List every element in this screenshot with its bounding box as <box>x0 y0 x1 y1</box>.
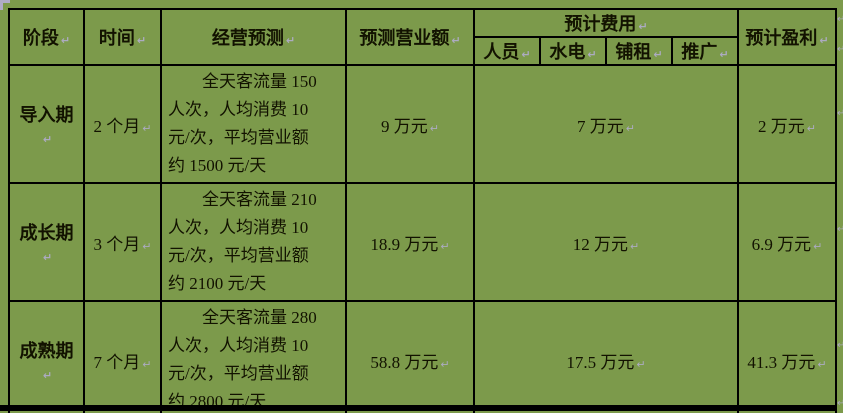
paragraph-mark: ↵ <box>653 48 663 61</box>
header-cost-promotion[interactable]: 推广 ↵ <box>670 36 740 66</box>
cell-time[interactable]: 2 个月 ↵ <box>83 64 162 184</box>
header-cost-promotion-label: 推广 <box>681 42 718 62</box>
cell-cost[interactable]: 12 万元 ↵ <box>472 182 740 302</box>
revenue-value: 18.9 万元 <box>370 234 439 254</box>
paragraph-mark: ↵ <box>630 239 640 253</box>
paragraph-mark: ↵ <box>42 368 53 382</box>
paragraph-mark: ↵ <box>440 239 450 253</box>
profit-value: 6.9 万元 <box>751 234 812 254</box>
paragraph-mark: ↵ <box>817 357 827 371</box>
header-profit[interactable]: 预计盈利 ↵ <box>737 8 838 66</box>
header-revenue-label: 预测营业额 <box>359 28 450 48</box>
paragraph-mark: ↵ <box>636 357 646 371</box>
forecast-text: 全天客流量 280 人次，人均消费 10 元/次，平均营业额 约 2800 元/… <box>168 308 317 411</box>
revenue-value: 58.8 万元 <box>370 352 439 372</box>
header-cost-group-label: 预计费用 <box>564 14 637 34</box>
paragraph-mark: ↵ <box>429 121 439 135</box>
row-end-mark: ↵ <box>837 44 843 55</box>
forecast-text: 全天客流量 150 人次，人均消费 10 元/次，平均营业额 约 1500 元/… <box>168 72 317 175</box>
paragraph-mark: ↵ <box>142 239 152 253</box>
row-end-mark: ↵ <box>837 224 843 235</box>
header-cost-utilities[interactable]: 水电 ↵ <box>539 36 607 66</box>
table-row-introduction: 导入期↵ 2 个月 ↵ 全天客流量 150 人次，人均消费 10 元/次，平均营业… <box>8 64 838 184</box>
paragraph-mark: ↵ <box>136 34 147 47</box>
paragraph-mark: ↵ <box>60 34 71 47</box>
header-cost-personnel[interactable]: 人员 ↵ <box>473 36 541 66</box>
cost-value: 12 万元 <box>572 234 629 254</box>
cell-profit[interactable]: 41.3 万元 ↵ <box>737 300 838 413</box>
cell-revenue[interactable]: 9 万元 ↵ <box>345 64 475 184</box>
cell-time[interactable]: 3 个月 ↵ <box>83 182 162 302</box>
profit-value: 2 万元 <box>758 116 805 136</box>
cost-value: 17.5 万元 <box>566 352 635 372</box>
header-cost-personnel-label: 人员 <box>483 42 520 62</box>
row-end-mark: ↵ <box>837 340 843 351</box>
cell-cost[interactable]: 7 万元 ↵ <box>472 64 740 184</box>
table-row-maturity: 成熟期↵ 7 个月 ↵ 全天客流量 280 人次，人均消费 10 元/次，平均营业… <box>8 300 838 413</box>
header-row-1: 阶段 ↵ 时间 ↵ 经营预测 ↵ 预测营业额 ↵ 预计费用 ↵ 预计盈利 ↵ <box>8 8 838 66</box>
cell-cost[interactable]: 17.5 万元 ↵ <box>472 300 740 413</box>
paragraph-mark: ↵ <box>638 20 648 33</box>
paragraph-mark: ↵ <box>813 239 823 253</box>
header-cost-group[interactable]: 预计费用 ↵ <box>472 8 740 38</box>
cell-revenue[interactable]: 18.9 万元 ↵ <box>345 182 475 302</box>
cell-stage[interactable]: 成熟期 ↵ <box>8 300 85 413</box>
paragraph-mark: ↵ <box>806 121 817 135</box>
cell-time[interactable]: 7 个月 ↵ <box>83 300 162 413</box>
paragraph-mark: ↵ <box>719 48 729 61</box>
paragraph-mark: ↵ <box>521 48 531 61</box>
header-time[interactable]: 时间 ↵ <box>83 8 162 66</box>
row-end-mark: ↵ <box>837 14 843 25</box>
paragraph-mark: ↵ <box>819 34 829 47</box>
header-stage-label: 阶段 <box>22 28 59 48</box>
profit-value: 41.3 万元 <box>747 352 816 372</box>
paragraph-mark: ↵ <box>587 48 597 61</box>
paragraph-mark: ↵ <box>285 34 296 47</box>
forecast-text: 全天客流量 210 人次，人均消费 10 元/次，平均营业额 约 2100 元/… <box>168 190 317 293</box>
stage-label: 导入期 <box>19 104 74 125</box>
time-value: 7 个月 <box>93 352 141 372</box>
header-cost-rent-label: 铺租 <box>615 42 652 62</box>
header-stage[interactable]: 阶段 ↵ <box>8 8 85 66</box>
cost-value: 7 万元 <box>577 116 624 136</box>
header-forecast[interactable]: 经营预测 ↵ <box>160 8 347 66</box>
header-row-2: 人员 ↵ 水电 ↵ 铺租 ↵ 推广 ↵ <box>9 36 836 66</box>
stage-label: 成熟期 <box>19 340 74 361</box>
paragraph-mark: ↵ <box>451 34 461 47</box>
cell-forecast[interactable]: 全天客流量 150 人次，人均消费 10 元/次，平均营业额 约 1500 元/… <box>160 64 347 184</box>
stage-label: 成长期 <box>19 222 74 243</box>
paragraph-mark: ↵ <box>142 121 152 135</box>
header-profit-label: 预计盈利 <box>745 28 818 48</box>
table-bottom-border <box>0 405 837 411</box>
paragraph-mark: ↵ <box>42 132 53 146</box>
table-row-growth: 成长期↵ 3 个月 ↵ 全天客流量 210 人次，人均消费 10 元/次，平均营业… <box>8 182 838 302</box>
header-revenue[interactable]: 预测营业额 ↵ <box>345 8 475 66</box>
cell-forecast[interactable]: 全天客流量 280 人次，人均消费 10 元/次，平均营业额 约 2800 元/… <box>160 300 347 413</box>
header-cost-utilities-label: 水电 <box>549 42 586 62</box>
cell-revenue[interactable]: 58.8 万元 ↵ <box>345 300 475 413</box>
cell-forecast[interactable]: 全天客流量 210 人次，人均消费 10 元/次，平均营业额 约 2100 元/… <box>160 182 347 302</box>
header-cost-rent[interactable]: 铺租 ↵ <box>605 36 673 66</box>
row-end-mark: ↵ <box>837 108 843 119</box>
row-end-mark: ↵ <box>837 398 843 409</box>
revenue-value: 9 万元 <box>381 116 428 136</box>
cell-stage[interactable]: 导入期 ↵ <box>8 64 85 184</box>
header-time-label: 时间 <box>98 28 135 48</box>
header-forecast-label: 经营预测 <box>211 28 284 48</box>
cell-profit[interactable]: 6.9 万元 ↵ <box>737 182 838 302</box>
paragraph-mark: ↵ <box>440 357 450 371</box>
paragraph-mark: ↵ <box>142 357 152 371</box>
cell-stage[interactable]: 成长期 ↵ <box>8 182 85 302</box>
cell-profit[interactable]: 2 万元 ↵ <box>737 64 838 184</box>
time-value: 2 个月 <box>93 116 141 136</box>
table-anchor-mark <box>0 0 10 10</box>
time-value: 3 个月 <box>93 234 141 254</box>
business-forecast-table: 阶段 ↵ 时间 ↵ 经营预测 ↵ 预测营业额 ↵ 预计费用 ↵ 预计盈利 ↵ 人员 ↵ 水电 ↵… <box>8 8 838 413</box>
paragraph-mark: ↵ <box>625 121 635 135</box>
paragraph-mark: ↵ <box>42 250 53 264</box>
